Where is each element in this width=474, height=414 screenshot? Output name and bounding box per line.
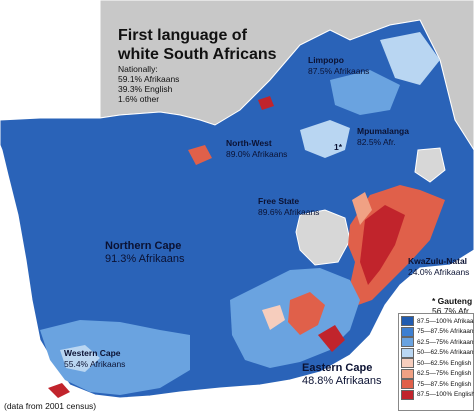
legend-label: 50—62.5% English bbox=[417, 359, 472, 367]
province-name: Mpumalanga bbox=[357, 126, 409, 136]
legend-swatch bbox=[401, 379, 414, 390]
legend-item: 50—62.5% Afrikaans bbox=[399, 347, 474, 359]
eswatini bbox=[414, 147, 446, 183]
gauteng-name: * Gauteng bbox=[432, 296, 473, 306]
map-title-line-2: white South Africans bbox=[118, 46, 277, 63]
province-label-eastern-cape: Eastern Cape 48.8% Afrikaans bbox=[302, 362, 382, 388]
map-title-line-1: First language of bbox=[118, 27, 247, 44]
legend-swatch bbox=[401, 347, 414, 358]
province-label-free-state: Free State 89.6% Afrikaans bbox=[258, 196, 319, 218]
legend-item: 62.5—75% English bbox=[399, 368, 473, 380]
national-other: 1.6% other bbox=[118, 94, 160, 104]
legend-item: 75—87.5% English bbox=[399, 379, 473, 390]
legend-label: 62.5—75% Afrikaans bbox=[417, 338, 474, 346]
legend-label: 62.5—75% English bbox=[417, 370, 472, 378]
province-value: 91.3% Afrikaans bbox=[105, 253, 185, 265]
province-name: Western Cape bbox=[64, 348, 121, 358]
legend-item: 75—87.5% Afrikaans bbox=[399, 326, 474, 338]
province-value: 82.5% Afr. bbox=[357, 137, 396, 147]
province-value: 89.6% Afrikaans bbox=[258, 207, 320, 217]
legend-label: 50—62.5% Afrikaans bbox=[417, 349, 474, 357]
national-afrikaans: 59.1% Afrikaans bbox=[118, 74, 180, 84]
western-cape-region bbox=[40, 320, 190, 395]
province-label-north-west: North-West 89.0% Afrikaans bbox=[226, 138, 287, 160]
legend-swatch bbox=[401, 389, 414, 400]
province-value: 48.8% Afrikaans bbox=[302, 375, 382, 387]
gauteng-value: 56.7% Afr. bbox=[432, 306, 471, 316]
province-label-kwazulu-natal: KwaZulu-Natal 24.0% Afrikaans bbox=[408, 256, 469, 278]
province-label-mpumalanga: Mpumalanga 82.5% Afr. bbox=[357, 126, 409, 148]
legend-item: 62.5—75% Afrikaans bbox=[399, 337, 474, 348]
province-value: 24.0% Afrikaans bbox=[408, 267, 470, 277]
province-name: Limpopo bbox=[308, 55, 344, 65]
legend-swatch bbox=[401, 368, 414, 379]
province-name: North-West bbox=[226, 138, 272, 148]
province-name: Eastern Cape bbox=[302, 362, 373, 374]
province-value: 87.5% Afrikaans bbox=[308, 66, 370, 76]
legend-swatch bbox=[401, 316, 414, 327]
legend-item: 87.5—100% Afrikaans bbox=[399, 316, 474, 327]
legend-label: 87.5—100% English bbox=[417, 391, 474, 399]
legend-item: 50—62.5% English bbox=[399, 358, 473, 369]
gauteng-marker: 1* bbox=[334, 142, 343, 152]
province-label-limpopo: Limpopo 87.5% Afrikaans bbox=[308, 55, 369, 77]
legend-label: 75—87.5% Afrikaans bbox=[417, 328, 474, 336]
province-label-northern-cape: Northern Cape 91.3% Afrikaans bbox=[105, 240, 185, 266]
gauteng-footnote: * Gauteng 56.7% Afr. bbox=[432, 296, 472, 316]
legend-label: 75—87.5% English bbox=[417, 380, 472, 388]
data-source-note: (data from 2001 census) bbox=[4, 401, 97, 411]
legend-label: 87.5—100% Afrikaans bbox=[417, 317, 474, 325]
province-label-western-cape: Western Cape 55.4% Afrikaans bbox=[64, 348, 125, 370]
national-heading: Nationally: bbox=[118, 64, 158, 74]
lesotho bbox=[295, 209, 351, 266]
province-value: 89.0% Afrikaans bbox=[226, 149, 288, 159]
map-legend: 87.5—100% Afrikaans 75—87.5% Afrikaans 62.… bbox=[398, 313, 474, 411]
province-value: 55.4% Afrikaans bbox=[64, 359, 126, 369]
legend-swatch bbox=[401, 358, 414, 369]
province-name: KwaZulu-Natal bbox=[408, 256, 468, 266]
province-name: Northern Cape bbox=[105, 240, 182, 252]
province-name: Free State bbox=[258, 196, 300, 206]
legend-swatch bbox=[401, 326, 414, 337]
legend-item: 87.5—100% English bbox=[399, 389, 474, 401]
national-english: 39.3% English bbox=[118, 84, 173, 94]
legend-swatch bbox=[401, 337, 414, 348]
